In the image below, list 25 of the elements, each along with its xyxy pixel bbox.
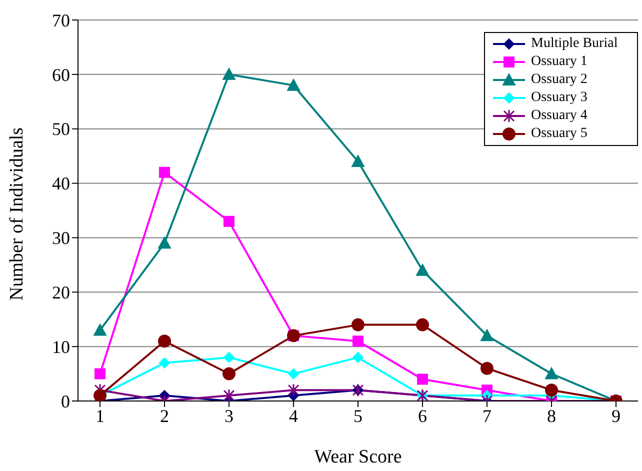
legend-label: Ossuary 4 — [531, 107, 588, 125]
legend-label: Ossuary 5 — [531, 125, 588, 143]
x-tick-label: 7 — [482, 406, 492, 426]
y-tick-label: 30 — [52, 228, 70, 248]
legend-label: Ossuary 2 — [531, 71, 588, 89]
legend-label: Ossuary 1 — [531, 53, 588, 71]
y-tick-label: 10 — [52, 336, 70, 357]
x-tick-label: 8 — [547, 406, 556, 426]
y-tick-label: 70 — [52, 10, 70, 30]
x-tick-label: 2 — [160, 406, 169, 426]
legend-label: Multiple Burial — [531, 35, 618, 53]
y-tick-label: 40 — [52, 174, 70, 194]
y-tick-label: 50 — [52, 119, 70, 140]
y-tick-label: 20 — [52, 282, 70, 303]
x-tick-label: 1 — [96, 406, 104, 426]
legend-label: Ossuary 3 — [531, 89, 588, 107]
x-tick-label: 9 — [612, 406, 620, 426]
y-axis-title: Number of Individuals — [6, 127, 28, 300]
x-tick-label: 6 — [418, 406, 427, 426]
x-tick-label: 4 — [289, 406, 298, 426]
x-tick-label: 5 — [354, 406, 362, 426]
x-axis-title: Wear Score — [314, 446, 402, 468]
y-tick-label: 0 — [61, 391, 70, 412]
y-tick-label: 60 — [52, 64, 70, 85]
x-tick-label: 3 — [224, 406, 234, 426]
